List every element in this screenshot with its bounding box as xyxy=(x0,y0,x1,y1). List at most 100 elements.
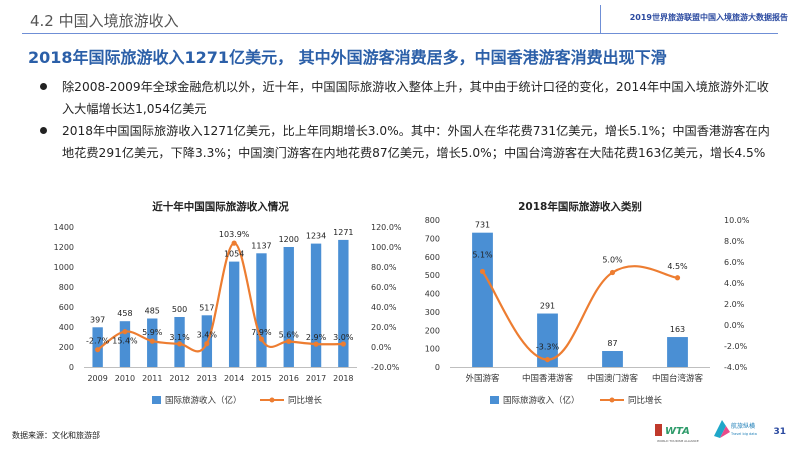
legend-bar-swatch xyxy=(490,396,499,404)
x-axis-tick: 2018 xyxy=(333,374,353,383)
growth-point xyxy=(313,341,319,347)
bar-value-label: 163 xyxy=(670,325,685,334)
y-axis-left-tick: 100 xyxy=(425,345,440,354)
x-axis-tick: 中国香港游客 xyxy=(522,373,574,384)
bullet-text: 2018年中国国际旅游收入1271亿美元，比上年同期增长3.0%。其中：外国人在… xyxy=(62,124,770,160)
y-axis-right-tick: -2.0% xyxy=(724,342,748,351)
x-axis-tick: 2013 xyxy=(197,374,217,383)
bar xyxy=(310,243,322,367)
x-axis-tick: 2014 xyxy=(224,374,244,383)
y-axis-left-tick: 0 xyxy=(435,363,440,372)
growth-point xyxy=(149,338,155,344)
y-axis-left-tick: 600 xyxy=(59,303,74,312)
growth-value-label: 2.9% xyxy=(306,333,327,342)
x-axis-tick: 2012 xyxy=(169,374,189,383)
growth-point xyxy=(122,329,128,335)
chart-title: 近十年中国国际旅游收入情况 xyxy=(152,200,289,213)
y-axis-left-tick: 800 xyxy=(59,283,74,292)
growth-value-label: 5.6% xyxy=(279,330,300,339)
growth-value-label: 103.9% xyxy=(219,230,250,239)
bar xyxy=(119,321,131,367)
wta-logo-subtext: WORLD TOURISM ALLIANCE xyxy=(657,439,699,443)
growth-point xyxy=(479,268,486,275)
bar-value-label: 397 xyxy=(90,315,105,324)
growth-line xyxy=(97,241,344,353)
y-axis-right-tick: 120.0% xyxy=(371,223,402,232)
growth-value-label: 7.9% xyxy=(251,328,272,337)
legend-line-label: 同比增长 xyxy=(628,395,663,406)
bar-value-label: 1271 xyxy=(333,228,353,237)
hanglv-logo: 航旅纵横 Travel big data xyxy=(714,420,757,438)
y-axis-left-tick: 200 xyxy=(425,326,440,335)
growth-point xyxy=(95,347,101,353)
bullet-text: 除2008-2009年全球金融危机以外，近十年，中国国际旅游收入整体上升，其中由… xyxy=(62,80,769,116)
y-axis-left-tick: 800 xyxy=(425,216,440,225)
x-axis-tick: 2011 xyxy=(142,374,162,383)
bar xyxy=(256,253,267,367)
header-divider xyxy=(22,33,778,34)
bar-value-label: 485 xyxy=(145,307,160,316)
growth-point xyxy=(176,341,183,347)
y-axis-right-tick: 10.0% xyxy=(724,216,750,225)
hanglv-logo-subtext: Travel big data xyxy=(730,432,757,436)
x-axis-tick: 2010 xyxy=(115,374,135,383)
chart-title: 2018年国际旅游收入类别 xyxy=(518,200,642,213)
bar-value-label: 500 xyxy=(172,305,187,314)
revenue-category-chart-svg: 2018年国际旅游收入类别 0 100 200 300 400 500 600 700 800 -4… xyxy=(425,200,750,406)
bar-value-label: 1137 xyxy=(251,241,271,250)
y-axis-right-tick: 80.0% xyxy=(371,263,397,272)
legend-bar-label: 国际旅游收入（亿） xyxy=(165,395,242,406)
growth-value-label: 4.5% xyxy=(667,262,688,271)
bar xyxy=(667,337,688,367)
growth-value-label: 5.9% xyxy=(142,328,163,337)
y-axis-right-tick: 0.0% xyxy=(371,343,392,352)
x-axis-tick: 2015 xyxy=(251,374,271,383)
y-axis-right-tick: -4.0% xyxy=(724,363,748,372)
legend-bar-swatch xyxy=(152,396,161,404)
bar xyxy=(228,261,240,367)
bar xyxy=(338,239,349,367)
bar-value-label: 517 xyxy=(199,303,214,312)
bar-value-label: 1054 xyxy=(224,250,244,259)
growth-line xyxy=(481,265,678,361)
x-axis-tick: 中国台湾游客 xyxy=(652,373,704,384)
growth-point xyxy=(204,341,210,347)
section-title: 4.2 中国入境旅游收入 xyxy=(30,12,179,30)
bar-value-label: 731 xyxy=(475,221,490,230)
x-axis-tick: 中国澳门游客 xyxy=(587,373,639,384)
y-axis-left-tick: 700 xyxy=(425,234,440,243)
y-axis-right-tick: 4.0% xyxy=(724,279,745,288)
y-axis-left-tick: 0 xyxy=(69,363,74,372)
y-axis-left-tick: 400 xyxy=(59,323,74,332)
x-axis-tick: 2009 xyxy=(87,374,107,383)
bar xyxy=(537,313,558,367)
growth-value-label: 15.4% xyxy=(112,337,138,346)
y-axis-left-tick: 1000 xyxy=(54,263,74,272)
growth-point xyxy=(609,269,616,276)
decade-revenue-chart: 近十年中国国际旅游收入情况 0 200 400 600 800 1000 1200 1400 -2… xyxy=(12,196,412,424)
bullet-dot-icon xyxy=(40,83,47,90)
bullet-list: 除2008-2009年全球金融危机以外，近十年，中国国际旅游收入整体上升，其中由… xyxy=(40,76,780,164)
growth-point xyxy=(231,240,237,246)
growth-value-label: 3.4% xyxy=(197,331,218,340)
wta-logo: WTA WORLD TOURISM ALLIANCE xyxy=(655,424,699,443)
y-axis-right-tick: 6.0% xyxy=(724,258,745,267)
y-axis-right-tick: -20.0% xyxy=(371,363,400,372)
header-divider-vertical xyxy=(600,5,601,33)
revenue-category-chart: 2018年国际旅游收入类别 0 100 200 300 400 500 600 700 800 -4… xyxy=(408,196,788,424)
y-axis-right-tick: 60.0% xyxy=(371,283,397,292)
y-axis-left-tick: 200 xyxy=(59,343,74,352)
x-axis-tick: 外国游客 xyxy=(465,373,500,384)
legend-bar-label: 国际旅游收入（亿） xyxy=(503,395,580,406)
growth-value-label: 5.0% xyxy=(602,256,623,265)
growth-value-label: 5.1% xyxy=(472,250,493,259)
bullet-item: 除2008-2009年全球金融危机以外，近十年，中国国际旅游收入整体上升，其中由… xyxy=(40,76,780,120)
growth-point xyxy=(674,275,681,281)
bullet-item: 2018年中国国际旅游收入1271亿美元，比上年同期增长3.0%。其中：外国人在… xyxy=(40,120,780,164)
page-headline: 2018年国际旅游收入1271亿美元， 其中外国游客消费居多，中国香港游客消费出… xyxy=(28,48,667,67)
decade-revenue-chart-svg: 近十年中国国际旅游收入情况 0 200 400 600 800 1000 1200 1400 -2… xyxy=(54,200,402,406)
y-axis-right-tick: 0.0% xyxy=(724,321,745,330)
legend-line-label: 同比增长 xyxy=(288,395,323,406)
y-axis-left-tick: 300 xyxy=(425,308,440,317)
x-axis-tick: 2016 xyxy=(279,374,299,383)
